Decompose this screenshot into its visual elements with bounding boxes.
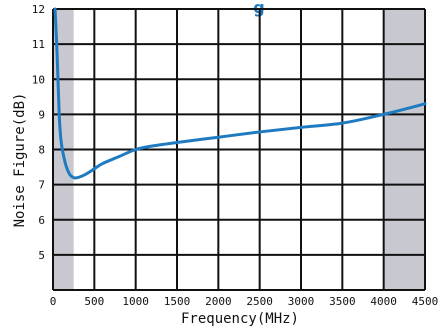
x-tick-label-4500: 4500 bbox=[412, 295, 439, 308]
x-axis-title: Frequency(MHz) bbox=[181, 311, 299, 327]
grid-lines bbox=[52, 8, 426, 291]
y-tick-label-5: 5 bbox=[38, 249, 45, 262]
x-tick-labels: 0 500 1000 1500 2000 2500 3000 3500 4000 4500 bbox=[50, 295, 439, 308]
x-tick-label-1500: 1500 bbox=[164, 295, 191, 308]
y-tick-label-9: 9 bbox=[38, 108, 45, 121]
x-tick-label-2500: 2500 bbox=[246, 295, 273, 308]
series-lines bbox=[53, 7, 427, 180]
y-tick-label-6: 6 bbox=[38, 214, 45, 227]
y-tick-label-11: 11 bbox=[32, 38, 45, 51]
x-tick-label-1000: 1000 bbox=[122, 295, 149, 308]
x-tick-label-0: 0 bbox=[50, 295, 57, 308]
y-tick-labels: 5 6 7 8 9 10 11 12 bbox=[32, 3, 45, 262]
x-tick-label-4000: 4000 bbox=[370, 295, 397, 308]
x-tick-label-3000: 3000 bbox=[288, 295, 315, 308]
y-tick-label-7: 7 bbox=[38, 179, 45, 192]
x-tick-label-3500: 3500 bbox=[329, 295, 356, 308]
y-tick-label-8: 8 bbox=[38, 144, 45, 157]
x-tick-label-500: 500 bbox=[84, 295, 104, 308]
y-axis-title: Noise Figure(dB) bbox=[12, 93, 28, 228]
series-line-0 bbox=[53, 7, 427, 180]
y-tick-label-12: 12 bbox=[32, 3, 45, 16]
x-tick-label-2000: 2000 bbox=[205, 295, 232, 308]
y-tick-label-10: 10 bbox=[32, 73, 45, 86]
